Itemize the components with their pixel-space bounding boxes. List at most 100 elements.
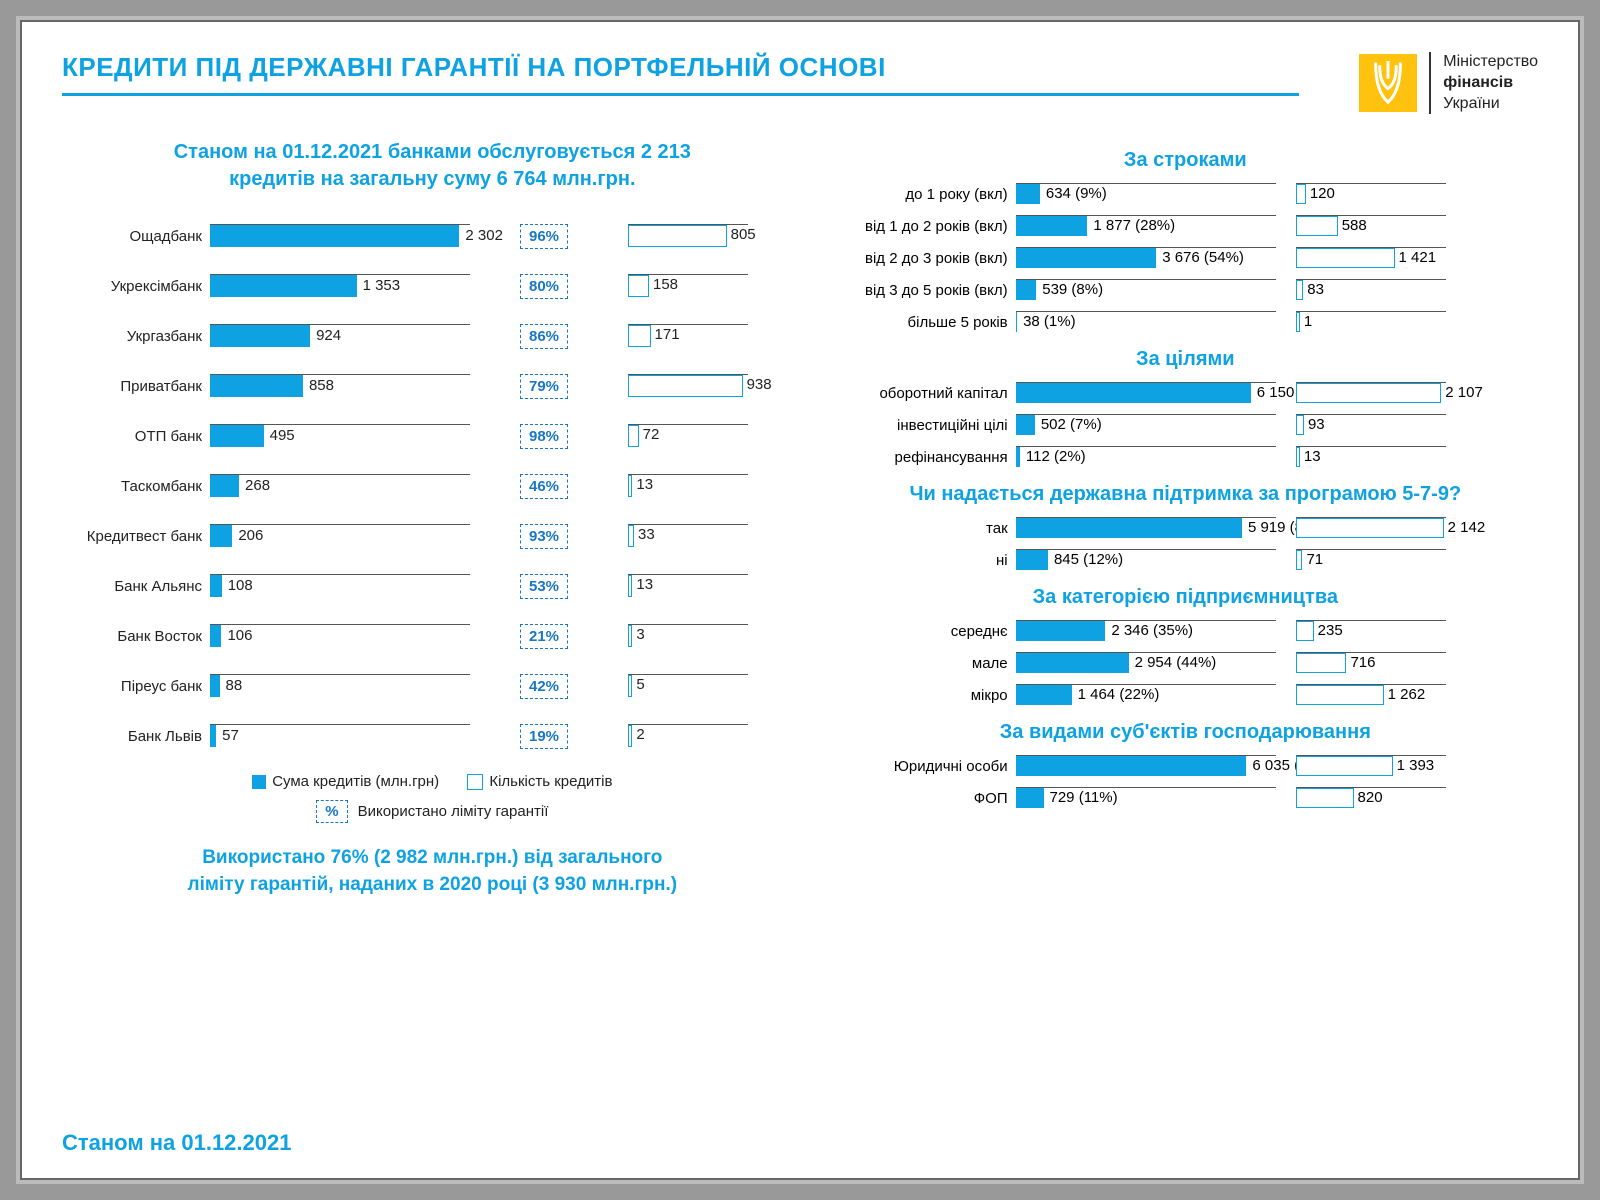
amount-bar-track: 495 [210, 424, 470, 449]
pct-box: 93% [520, 524, 568, 549]
amount-bar [210, 575, 222, 597]
mini-label: так [833, 520, 1016, 537]
mini-label: середнє [833, 623, 1016, 640]
mini-label: від 1 до 2 років (вкл) [833, 218, 1016, 235]
legend-pct-swatch: % [316, 800, 347, 823]
mini-row: так5 919 (88%)2 142 [833, 512, 1538, 544]
amount-bar-track: 924 [210, 324, 470, 349]
mini-count-value: 1 421 [1393, 249, 1437, 266]
bank-label: Укрексімбанк [62, 278, 210, 295]
footer-l1: Використано 76% (2 982 млн.грн.) від заг… [202, 847, 662, 868]
section-title: За цілями [833, 348, 1538, 371]
ministry-l3: України [1443, 94, 1538, 115]
mini-amount-value: 729 (11%) [1044, 789, 1118, 806]
amount-value: 924 [310, 327, 341, 344]
mini-amount-bar [1016, 685, 1072, 705]
content: Станом на 01.12.2021 банками обслуговуєт… [62, 139, 1538, 1099]
bank-label: Ощадбанк [62, 228, 210, 245]
mini-count-track: 1 393 [1296, 755, 1446, 778]
subhead-l1: Станом на 01.12.2021 банками обслуговуєт… [174, 141, 691, 163]
count-bar-track: 72 [628, 424, 748, 449]
amount-value: 2 302 [459, 227, 503, 244]
ministry-l2: фінансів [1443, 73, 1538, 94]
mini-row: оборотний капітал6 150 (91%)2 107 [833, 377, 1538, 409]
mini-count-value: 1 393 [1391, 757, 1435, 774]
mini-row: Юридичні особи6 035 (89%)1 393 [833, 750, 1538, 782]
mini-amount-bar [1016, 621, 1106, 641]
legend-row2: %Використано ліміту гарантії [62, 800, 803, 823]
bank-label: Укргазбанк [62, 328, 210, 345]
section-title: За строками [833, 149, 1538, 172]
page: КРЕДИТИ ПІД ДЕРЖАВНІ ГАРАНТІЇ НА ПОРТФЕЛ… [20, 20, 1580, 1180]
footer-l2: ліміту гарантій, наданих в 2020 році (3 … [188, 874, 678, 895]
mini-amount-bar [1016, 788, 1044, 808]
mini-count-track: 2 107 [1296, 382, 1446, 405]
legend-solid-swatch [252, 775, 266, 789]
mini-row: від 2 до 3 років (вкл)3 676 (54%)1 421 [833, 242, 1538, 274]
mini-amount-value: 2 346 (35%) [1105, 622, 1193, 639]
amount-value: 495 [264, 427, 295, 444]
count-value: 5 [630, 676, 644, 693]
mini-amount-value: 539 (8%) [1036, 281, 1103, 298]
count-bar-track: 171 [628, 324, 748, 349]
bank-label: ОТП банк [62, 428, 210, 445]
bottom-date: Станом на 01.12.2021 [62, 1130, 291, 1156]
mini-amount-bar [1016, 216, 1088, 236]
mini-label: мікро [833, 687, 1016, 704]
mini-label: більше 5 років [833, 314, 1016, 331]
count-value: 3 [630, 626, 644, 643]
section-title: За видами суб'єктів господарювання [833, 721, 1538, 744]
amount-value: 108 [222, 577, 253, 594]
count-bar-track: 13 [628, 474, 748, 499]
mini-count-bar [1296, 756, 1393, 776]
header: КРЕДИТИ ПІД ДЕРЖАВНІ ГАРАНТІЇ НА ПОРТФЕЛ… [62, 52, 1538, 114]
count-value: 33 [632, 526, 655, 543]
page-title: КРЕДИТИ ПІД ДЕРЖАВНІ ГАРАНТІЇ НА ПОРТФЕЛ… [62, 52, 1299, 96]
bank-label: Банк Львів [62, 728, 210, 745]
amount-bar-track: 106 [210, 624, 470, 649]
mini-count-value: 1 262 [1382, 686, 1426, 703]
mini-label: мале [833, 655, 1016, 672]
mini-row: середнє 2 346 (35%) 235 [833, 615, 1538, 647]
bank-row: Укрексімбанк1 35380%158 [62, 261, 803, 311]
pct-box: 42% [520, 674, 568, 699]
mini-count-bar [1296, 685, 1384, 705]
mini-count-bar [1296, 383, 1442, 403]
mini-count-track: 1 421 [1296, 247, 1446, 270]
amount-bar-track: 57 [210, 724, 470, 749]
mini-count-track: 716 [1296, 652, 1446, 675]
pct-box: 96% [520, 224, 568, 249]
count-value: 171 [649, 326, 680, 343]
mini-amount-value: 112 (2%) [1020, 448, 1086, 465]
mini-amount-track: 729 (11%) [1016, 787, 1276, 810]
subhead-l2: кредитів на загальну суму 6 764 млн.грн. [229, 168, 635, 190]
mini-amount-value: 3 676 (54%) [1156, 249, 1244, 266]
mini-count-bar [1296, 248, 1395, 268]
pct-box: 19% [520, 724, 568, 749]
count-value: 2 [630, 726, 644, 743]
mini-row: рефінансування112 (2%)13 [833, 441, 1538, 473]
mini-row: ФОП729 (11%)820 [833, 782, 1538, 814]
amount-bar [210, 275, 357, 297]
mini-amount-value: 634 (9%) [1040, 185, 1107, 202]
count-bar [628, 225, 727, 247]
amount-value: 57 [216, 727, 239, 744]
count-bar-track: 805 [628, 224, 748, 249]
legend-row1: Сума кредитів (млн.грн) Кількість кредит… [62, 773, 803, 790]
amount-bar [210, 475, 239, 497]
mini-amount-bar [1016, 280, 1037, 300]
count-bar [628, 375, 743, 397]
legend-amount-label: Сума кредитів (млн.грн) [272, 773, 439, 790]
mini-count-value: 235 [1312, 622, 1343, 639]
pct-box: 98% [520, 424, 568, 449]
amount-bar [210, 525, 232, 547]
mini-row: мале2 954 (44%)716 [833, 647, 1538, 679]
bank-row: Піреус банк8842%5 [62, 661, 803, 711]
amount-bar-track: 88 [210, 674, 470, 699]
mini-label: від 3 до 5 років (вкл) [833, 282, 1016, 299]
mini-count-value: 120 [1304, 185, 1335, 202]
mini-count-track: 820 [1296, 787, 1446, 810]
mini-amount-track: 38 (1%) [1016, 311, 1276, 334]
mini-count-value: 93 [1302, 416, 1325, 433]
mini-row: від 1 до 2 років (вкл)1 877 (28%)588 [833, 210, 1538, 242]
